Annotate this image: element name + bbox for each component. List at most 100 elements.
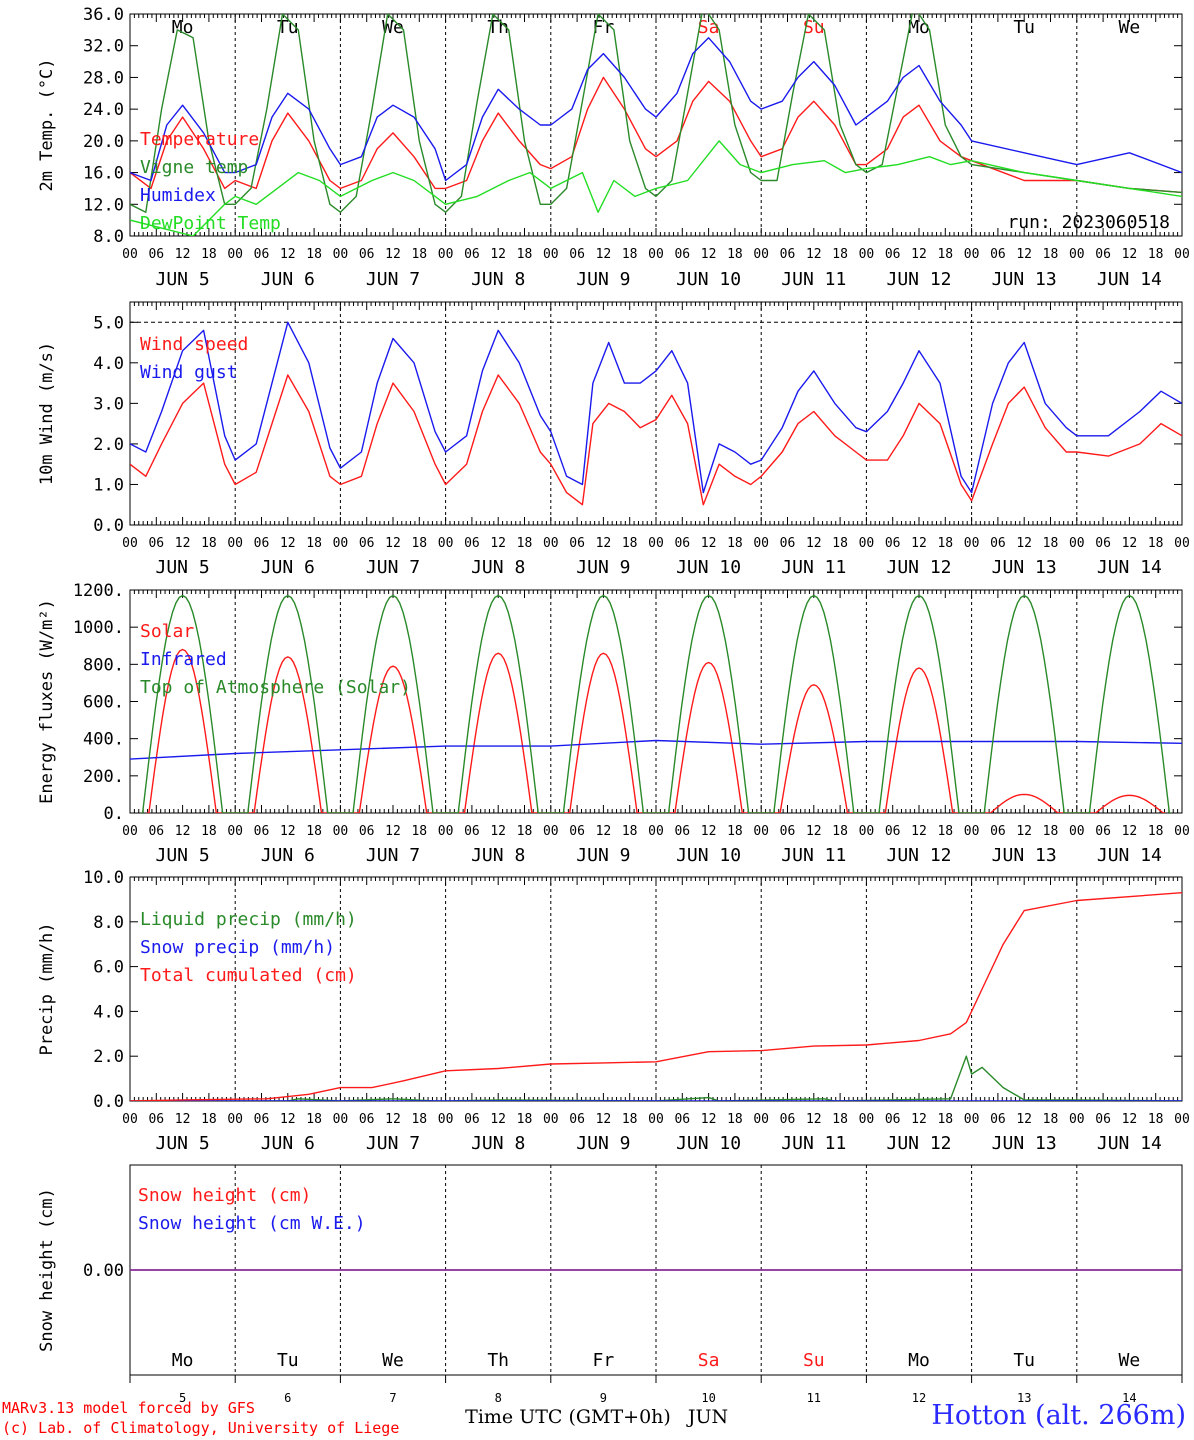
date-label: JUN 7 xyxy=(366,269,420,290)
day-name-label: Tu xyxy=(277,1350,299,1371)
series-line xyxy=(130,37,1182,182)
date-label: JUN 9 xyxy=(576,269,630,290)
date-label: JUN 9 xyxy=(576,557,630,578)
y-axis-title: 2m Temp. (°C) xyxy=(37,58,57,191)
day-name-label: We xyxy=(1119,1350,1141,1371)
y-tick-label: 20.0 xyxy=(83,132,124,152)
date-label: JUN 8 xyxy=(471,269,525,290)
hour-tick-label: 18 xyxy=(1148,824,1164,839)
y-tick-label: 0.00 xyxy=(83,1261,124,1281)
hour-tick-label: 12 xyxy=(490,247,506,262)
hour-tick-label: 06 xyxy=(464,1112,480,1127)
hour-tick-label: 00 xyxy=(1174,536,1190,551)
y-tick-label: 1200. xyxy=(73,581,124,601)
hour-tick-label: 12 xyxy=(1122,1112,1138,1127)
day-name-label: Sa xyxy=(698,1350,720,1371)
hour-tick-label: 18 xyxy=(727,1112,743,1127)
y-tick-label: 600. xyxy=(83,693,124,713)
series-line xyxy=(146,648,1166,813)
date-label: JUN 8 xyxy=(471,557,525,578)
day-name-label: Su xyxy=(803,17,825,38)
day-number-label: 13 xyxy=(1017,1391,1031,1405)
hour-tick-label: 18 xyxy=(832,247,848,262)
y-tick-label: 10.0 xyxy=(83,868,124,888)
legend-entry: Vigne temp xyxy=(140,157,248,178)
hour-tick-label: 06 xyxy=(1095,1112,1111,1127)
hour-tick-label: 06 xyxy=(1095,247,1111,262)
series-line xyxy=(130,892,1182,1101)
hour-tick-label: 06 xyxy=(674,536,690,551)
day-name-label: Tu xyxy=(277,17,299,38)
hour-tick-label: 00 xyxy=(1069,1112,1085,1127)
y-tick-label: 12.0 xyxy=(83,195,124,215)
hour-tick-label: 00 xyxy=(859,824,875,839)
y-tick-label: 28.0 xyxy=(83,68,124,88)
hour-tick-label: 12 xyxy=(701,247,717,262)
hour-tick-label: 00 xyxy=(964,1112,980,1127)
series-line xyxy=(130,374,1182,506)
day-name-label: Fr xyxy=(593,1350,615,1371)
hour-tick-label: 18 xyxy=(1043,247,1059,262)
y-axis-title: Energy fluxes (W/m²) xyxy=(37,599,57,804)
hour-tick-label: 12 xyxy=(911,536,927,551)
plot-frame xyxy=(129,589,1183,814)
hour-tick-label: 06 xyxy=(569,1112,585,1127)
hour-tick-label: 06 xyxy=(885,536,901,551)
hour-tick-label: 18 xyxy=(937,247,953,262)
hour-tick-label: 06 xyxy=(885,1112,901,1127)
hour-tick-label: 00 xyxy=(648,824,664,839)
hour-tick-label: 18 xyxy=(622,247,638,262)
hour-tick-label: 06 xyxy=(1095,824,1111,839)
series-line xyxy=(140,594,1172,813)
hour-tick-label: 18 xyxy=(832,824,848,839)
hour-tick-label: 06 xyxy=(359,1112,375,1127)
legend-entry: Total cumulated (cm) xyxy=(140,965,357,986)
y-tick-label: 32.0 xyxy=(83,37,124,57)
hour-tick-label: 00 xyxy=(543,1112,559,1127)
hour-tick-label: 00 xyxy=(964,824,980,839)
hour-tick-label: 00 xyxy=(859,247,875,262)
hour-tick-label: 00 xyxy=(1174,824,1190,839)
legend-entry: Infrared xyxy=(140,649,227,670)
hour-tick-label: 06 xyxy=(780,247,796,262)
legend-entry: Liquid precip (mm/h) xyxy=(140,909,357,930)
hour-tick-label: 06 xyxy=(885,247,901,262)
date-label: JUN 6 xyxy=(261,845,315,866)
hour-tick-label: 18 xyxy=(727,824,743,839)
hour-tick-label: 00 xyxy=(333,824,349,839)
hour-tick-label: 00 xyxy=(648,536,664,551)
hour-tick-label: 00 xyxy=(333,247,349,262)
hour-tick-label: 12 xyxy=(1122,824,1138,839)
hour-tick-label: 00 xyxy=(543,824,559,839)
legend-entry: Solar xyxy=(140,621,194,642)
date-label: JUN 5 xyxy=(156,269,210,290)
day-number-label: 10 xyxy=(701,1391,715,1405)
hour-tick-label: 06 xyxy=(148,824,164,839)
hour-tick-label: 00 xyxy=(333,536,349,551)
legend-entry: Wind gust xyxy=(140,362,238,383)
hour-tick-label: 18 xyxy=(306,247,322,262)
hour-tick-label: 12 xyxy=(596,536,612,551)
hour-tick-label: 12 xyxy=(175,536,191,551)
plot-frame xyxy=(129,301,1183,526)
hour-tick-label: 12 xyxy=(911,824,927,839)
date-label: JUN 11 xyxy=(781,1133,846,1154)
day-name-label: Fr xyxy=(593,17,615,38)
hour-tick-label: 00 xyxy=(964,536,980,551)
hour-tick-label: 12 xyxy=(1122,536,1138,551)
model-credits: MARv3.13 model forced by GFS (c) Lab. of… xyxy=(2,1398,399,1438)
hour-tick-label: 12 xyxy=(806,824,822,839)
hour-tick-label: 00 xyxy=(333,1112,349,1127)
hour-tick-label: 12 xyxy=(175,247,191,262)
hour-tick-label: 00 xyxy=(1174,247,1190,262)
hour-tick-label: 00 xyxy=(964,247,980,262)
date-label: JUN 13 xyxy=(992,557,1057,578)
plot-area xyxy=(130,321,1182,506)
hour-tick-label: 00 xyxy=(227,536,243,551)
hour-tick-label: 12 xyxy=(1016,1112,1032,1127)
hour-tick-label: 12 xyxy=(385,824,401,839)
date-label: JUN 14 xyxy=(1097,557,1162,578)
panel-1: 8.0 12.0 16.0 20.0 24.0 28.0 32.0 36.0 2m Temp. … xyxy=(37,5,1190,290)
hour-tick-label: 12 xyxy=(1016,247,1032,262)
